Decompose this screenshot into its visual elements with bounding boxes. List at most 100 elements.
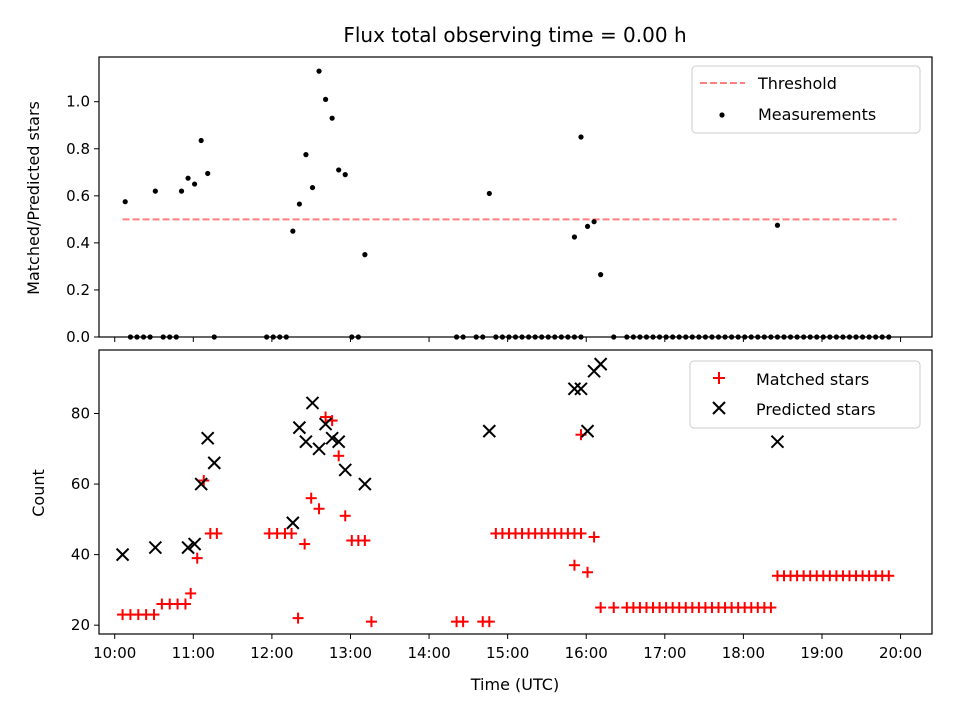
- bottom-x-tick-label: 13:00: [329, 644, 372, 662]
- matched-star-point: [305, 492, 317, 504]
- predicted-star-point: [194, 477, 208, 491]
- matched-star-point: [608, 602, 620, 614]
- bottom-x-tick-label: 14:00: [407, 644, 450, 662]
- measurement-point: [198, 137, 204, 144]
- top-chart-title: Flux total observing time = 0.00 h: [343, 23, 686, 47]
- measurement-point: [152, 188, 158, 194]
- bottom-x-axis-label: Time (UTC): [470, 675, 559, 694]
- measurement-point: [362, 252, 368, 258]
- bottom-y-tick-label: 80: [71, 405, 90, 423]
- matched-star-point: [313, 503, 325, 515]
- bottom-x-tick-label: 15:00: [486, 644, 529, 662]
- bottom-axes-frame: [98, 349, 933, 635]
- measurement-point: [342, 172, 348, 178]
- measurement-point: [774, 222, 781, 228]
- predicted-star-point: [567, 382, 582, 396]
- measurement-point: [185, 175, 191, 181]
- top-y-tick-label: 0.8: [66, 140, 90, 158]
- measurement-point: [290, 228, 296, 234]
- predicted-star-point: [331, 435, 346, 449]
- measurement-point: [122, 199, 128, 205]
- predicted-star-point: [115, 547, 130, 562]
- matched-star-point: [320, 411, 332, 423]
- measurement-point: [329, 115, 335, 121]
- matched-star-point: [582, 566, 594, 578]
- measurement-point: [336, 167, 342, 173]
- matched-star-point: [883, 570, 895, 582]
- bottom-x-tick-label: 18:00: [722, 644, 765, 662]
- top-y-tick-label: 0.4: [66, 234, 90, 252]
- matched-star-point: [292, 612, 304, 624]
- matched-star-point: [365, 616, 377, 628]
- bottom-x-tick-label: 12:00: [250, 644, 293, 662]
- matched-legend-label: Matched stars: [756, 370, 869, 389]
- matched-star-point: [339, 510, 351, 522]
- measurement-point: [591, 219, 597, 225]
- measurements-legend-label: Measurements: [758, 105, 876, 124]
- predicted-star-point: [292, 420, 307, 435]
- top-panel: Flux total observing time = 0.00 h Match…: [24, 23, 933, 346]
- bottom-legend: Matched stars Predicted stars: [689, 360, 921, 429]
- predicted-star-point: [286, 516, 300, 530]
- matched-star-point: [588, 531, 600, 543]
- matched-star-point: [185, 587, 197, 599]
- top-y-axis-label: Matched/Predicted stars: [24, 101, 43, 295]
- predicted-star-point: [593, 357, 608, 371]
- matched-star-point: [333, 450, 345, 462]
- predicted-star-point: [580, 424, 595, 438]
- bottom-y-tick-label: 20: [71, 616, 90, 634]
- predicted-star-point: [482, 424, 497, 438]
- matched-star-point: [299, 538, 311, 550]
- measurement-point: [598, 272, 604, 278]
- predicted-star-point: [574, 382, 588, 396]
- predicted-star-point: [207, 456, 221, 470]
- predicted-star-point: [770, 435, 785, 449]
- measurement-point: [192, 181, 198, 187]
- matched-star-point: [457, 616, 469, 628]
- bottom-legend-box: [689, 360, 921, 429]
- predicted-star-point: [299, 435, 313, 449]
- bottom-y-tick-label: 60: [71, 475, 90, 493]
- bottom-x-tick-label: 16:00: [565, 644, 608, 662]
- bottom-x-tick-label: 17:00: [643, 644, 686, 662]
- bottom-plot-area: [115, 357, 895, 628]
- measurement-point: [178, 188, 185, 194]
- measurement-point: [316, 68, 322, 74]
- predicted-legend-label: Predicted stars: [756, 400, 876, 419]
- top-y-tick-label: 0.2: [66, 281, 90, 299]
- bottom-panel: Count Time (UTC) 20 40 60 80 10:00 11:00 12:0…: [29, 349, 933, 694]
- matched-star-point: [568, 559, 580, 571]
- matched-legend-swatch: [713, 372, 725, 384]
- matched-star-point: [765, 602, 777, 614]
- predicted-star-point: [312, 442, 326, 456]
- predicted-star-point: [318, 417, 333, 431]
- top-y-tick-label: 1.0: [66, 93, 90, 111]
- measurement-point: [584, 223, 591, 230]
- measurement-point: [578, 134, 584, 140]
- predicted-star-point: [358, 477, 372, 491]
- matched-star-point: [359, 535, 371, 547]
- measurement-point: [486, 190, 492, 197]
- bottom-y-tick-label: 40: [71, 546, 90, 564]
- threshold-legend-label: Threshold: [757, 74, 837, 93]
- bottom-y-axis-label: Count: [29, 469, 48, 517]
- matched-star-point: [191, 552, 203, 564]
- bottom-y-ticks: 20 40 60 80: [71, 405, 99, 634]
- predicted-star-point: [201, 431, 215, 445]
- measurement-point: [303, 152, 309, 158]
- measurement-point: [309, 184, 316, 191]
- matched-star-point: [595, 602, 607, 614]
- predicted-star-point: [148, 540, 163, 555]
- predicted-star-point: [338, 463, 352, 477]
- measurements-legend-swatch: [719, 112, 725, 118]
- top-legend: Threshold Measurements: [691, 65, 921, 134]
- bottom-x-tick-label: 11:00: [172, 644, 215, 662]
- top-y-ticks: 0.0 0.2 0.4 0.6 0.8 1.0: [66, 93, 99, 346]
- measurement-point: [322, 96, 329, 102]
- predicted-star-point: [325, 431, 339, 445]
- bottom-x-tick-label: 20:00: [879, 644, 922, 662]
- measurement-point: [571, 234, 578, 240]
- matched-star-point: [286, 527, 298, 539]
- top-axes-frame: [98, 56, 933, 338]
